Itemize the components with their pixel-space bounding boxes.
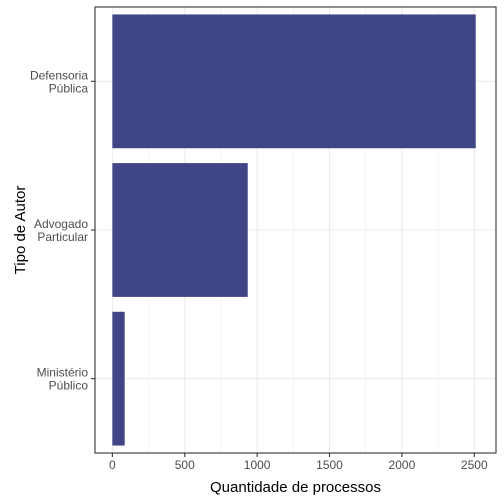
x-tick-label: 0 [109,458,116,472]
y-tick-label-line: Advogado [34,217,88,231]
bars [112,14,476,446]
x-tick-label: 500 [175,458,195,472]
y-axis-title: Tipo de Autor [12,186,29,275]
bar [112,163,248,297]
x-axis-title: Quantidade de processos [210,479,381,496]
y-tick-label-line: Particular [37,230,88,244]
y-tick-label-line: Ministério [37,366,89,380]
y-tick-label: Advogado Particular [34,217,88,244]
x-tick-label: 2500 [461,458,488,472]
y-axis-ticks: Defensoria Pública Advogado Particular Minis… [30,68,95,393]
y-tick-label-line: Pública [49,81,89,95]
bar [112,311,125,446]
x-tick-label: 1500 [316,458,343,472]
y-tick-label: Defensoria Pública [30,68,88,95]
bar [112,14,476,149]
y-tick-label: Ministério Público [37,366,89,393]
y-tick-label-line: Público [49,379,89,393]
x-tick-label: 1000 [244,458,271,472]
y-tick-label-line: Defensoria [30,68,88,82]
x-axis-ticks: 0 500 1000 1500 2000 2500 [109,453,488,472]
x-tick-label: 2000 [389,458,416,472]
